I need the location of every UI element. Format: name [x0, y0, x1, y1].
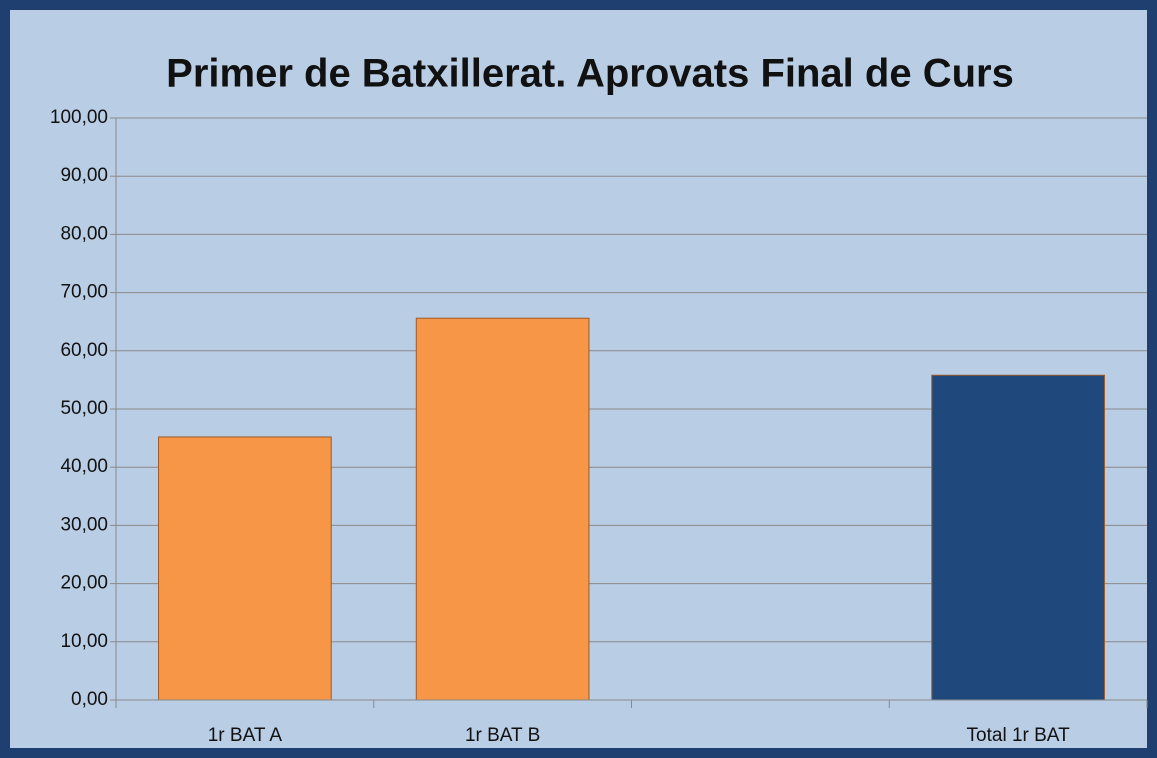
y-tick-label: 70,00: [60, 282, 108, 303]
y-tick-label: 20,00: [60, 573, 108, 594]
y-tick-label: 40,00: [60, 456, 108, 477]
y-tick-label: 60,00: [60, 340, 108, 361]
x-tick-label: 1r BAT B: [465, 725, 540, 746]
bar: [158, 436, 332, 701]
x-tick-label: 1r BAT A: [208, 725, 283, 746]
y-tick-label: 0,00: [71, 689, 108, 710]
y-tick-label: 90,00: [60, 165, 108, 186]
x-tick-label: Total 1r BAT: [967, 725, 1071, 746]
y-tick-label: 50,00: [60, 398, 108, 419]
y-tick-label: 100,00: [50, 107, 108, 128]
chart-title: Primer de Batxillerat. Aprovats Final de…: [166, 52, 1014, 96]
y-tick-label: 30,00: [60, 514, 108, 535]
y-tick-label: 10,00: [60, 631, 108, 652]
bar: [415, 317, 590, 701]
y-tick-label: 80,00: [60, 223, 108, 244]
bar: [931, 374, 1105, 701]
